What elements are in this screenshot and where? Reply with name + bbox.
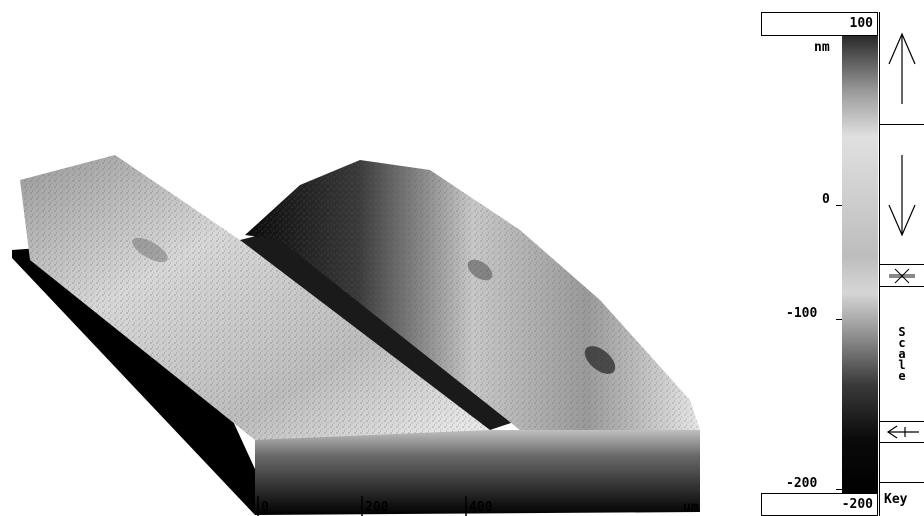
scale-up-button[interactable] bbox=[880, 12, 924, 124]
scale-unit-label: nm bbox=[814, 40, 830, 55]
plot-groove bbox=[240, 230, 520, 430]
scale-min-box[interactable]: -200 bbox=[761, 493, 878, 516]
x-axis-unit: um bbox=[683, 500, 699, 515]
down-arrow-icon bbox=[888, 154, 916, 237]
left-arrow-icon bbox=[886, 425, 919, 439]
key-button[interactable]: Key bbox=[880, 482, 924, 516]
scale-reset-button[interactable] bbox=[880, 264, 924, 286]
x-tick-label: 400 bbox=[469, 500, 493, 515]
x-tick-label: 200 bbox=[365, 500, 389, 515]
scale-label-panel: S c a l e bbox=[880, 286, 924, 421]
up-arrow-icon bbox=[888, 32, 916, 104]
color-scale-bar bbox=[842, 36, 878, 495]
scale-tick-label: -100 bbox=[786, 306, 818, 321]
scale-tick-label: 0 bbox=[822, 192, 830, 207]
plot-front-face bbox=[255, 430, 700, 515]
surface-plot bbox=[12, 155, 700, 516]
plot-side-face bbox=[12, 240, 260, 515]
scale-label: S c a l e bbox=[898, 324, 906, 383]
x-tick-label: 0 bbox=[261, 500, 269, 515]
scale-down-button[interactable] bbox=[880, 124, 924, 264]
scale-tick-label: -200 bbox=[786, 476, 818, 491]
scale-reset-icon bbox=[889, 268, 915, 283]
scale-left-button[interactable] bbox=[880, 421, 924, 443]
scale-max-box[interactable]: 100 bbox=[761, 12, 878, 36]
